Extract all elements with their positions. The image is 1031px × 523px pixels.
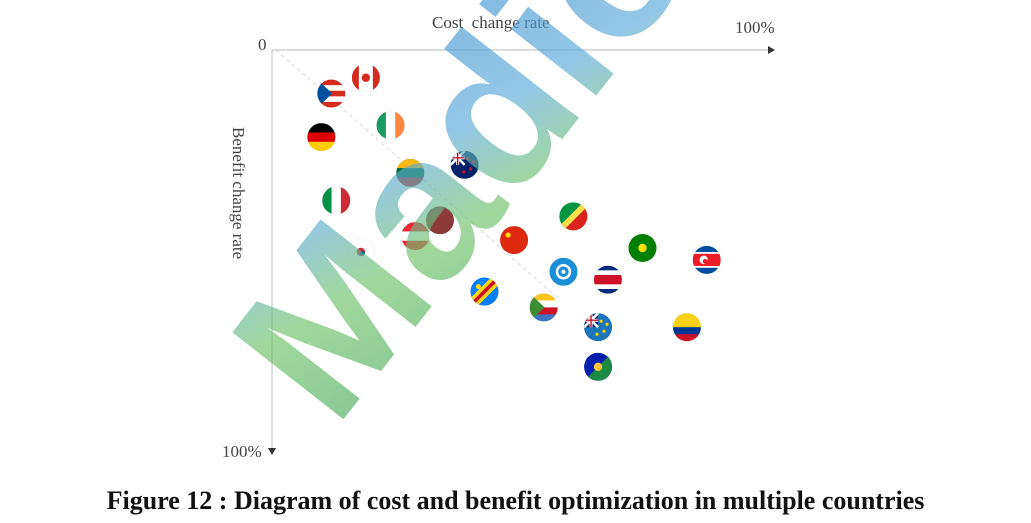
christmas-island-flag-point [584,352,613,381]
colombia-flag-point [672,313,701,342]
origin-label: 0 [258,35,267,54]
cocos-islands-flag-point [628,234,657,262]
comoros-flag-point [529,293,558,322]
italy-flag-point [322,186,351,215]
costa-rica-flag-point [593,265,622,294]
data-points [307,63,721,381]
dr-congo-flag-point [470,277,499,306]
lithuania-flag-point [396,158,425,187]
y-axis-arrow [268,448,276,455]
un-flag-point [549,257,578,286]
y-axis-title: Benefit change rate [229,127,248,259]
watermark: Madio [189,0,734,457]
south-korea-flag-point [346,237,375,266]
bangladesh-flag-point [425,206,454,235]
germany-flag-point [307,123,336,152]
figure-caption: Figure 12 : Diagram of cost and benefit … [106,486,925,515]
tuvalu-flag-point [584,313,613,342]
y-axis-end-label: 100% [222,442,262,461]
scatter-chart: 0 Cost change rate 100% 100% Benefit cha… [189,0,775,461]
x-axis-title: Cost change rate [432,13,550,32]
canada-flag-point [351,63,380,92]
austria-flag-point [401,222,430,251]
china-flag-point [500,226,529,255]
puerto-rico-flag-point [317,79,346,108]
x-axis-end-label: 100% [735,18,775,37]
x-axis-arrow [768,46,775,54]
ireland-flag-point [376,111,405,140]
congo-flag-point [559,202,588,231]
north-korea-flag-point [692,245,721,274]
